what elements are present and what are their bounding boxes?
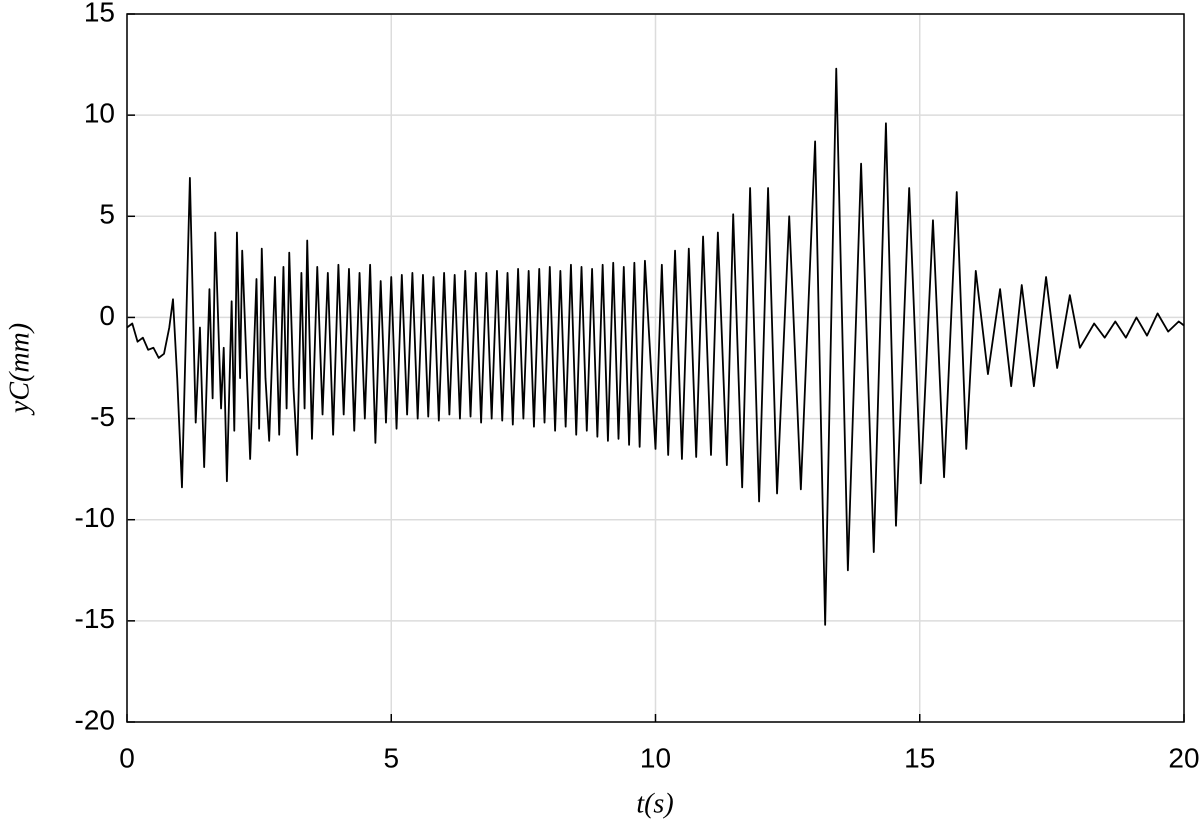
y-axis-label: yC(mm) <box>4 323 35 416</box>
y-tick-label: -15 <box>75 603 115 634</box>
y-tick-label: -5 <box>90 401 115 432</box>
signal-line <box>126 67 1185 626</box>
y-tick-label: 0 <box>99 300 115 331</box>
x-tick-label: 15 <box>904 742 935 773</box>
y-tick-label: 5 <box>99 199 115 230</box>
x-tick-label: 0 <box>119 742 135 773</box>
x-tick-label: 10 <box>640 742 671 773</box>
plot-area <box>126 67 1185 626</box>
x-axis-label: t(s) <box>636 788 673 819</box>
y-tick-label: -10 <box>75 502 115 533</box>
y-tick-label: 10 <box>84 98 115 129</box>
y-tick-label: 15 <box>84 0 115 27</box>
y-tick-label: -20 <box>75 704 115 735</box>
axes-frame <box>126 13 1185 723</box>
x-tick-label: 5 <box>383 742 399 773</box>
x-tick-label: 20 <box>1168 742 1199 773</box>
